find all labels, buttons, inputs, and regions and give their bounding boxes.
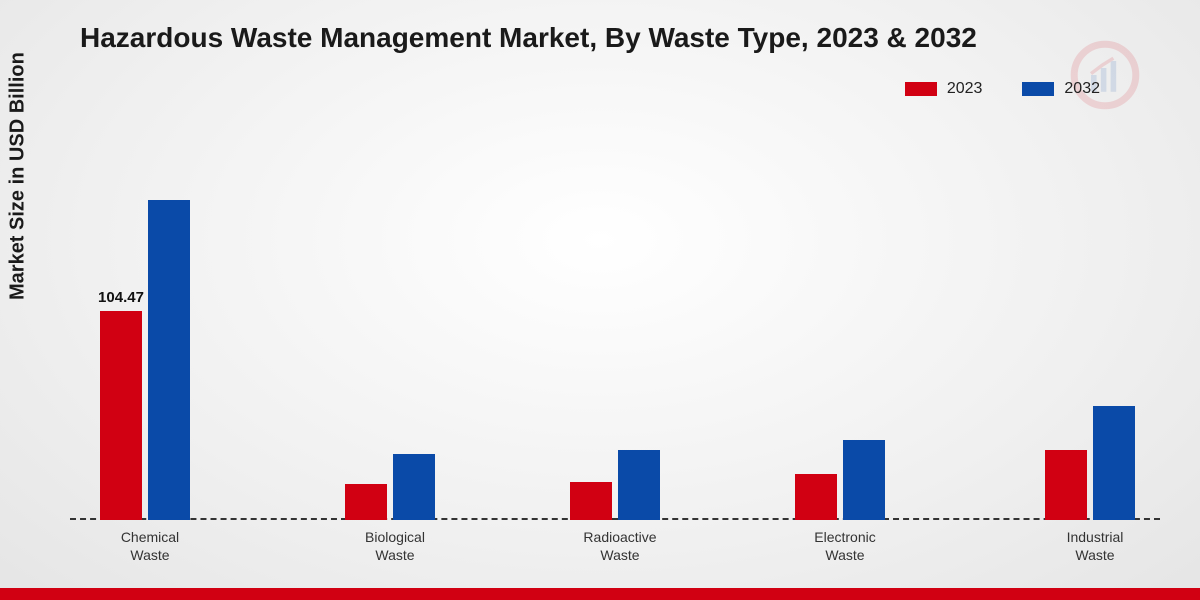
bottom-accent-bar xyxy=(0,588,1200,600)
y-axis-label: Market Size in USD Billion xyxy=(7,52,30,300)
category-label: BiologicalWaste xyxy=(315,528,475,564)
chart-title: Hazardous Waste Management Market, By Wa… xyxy=(80,22,977,54)
legend-swatch-2032 xyxy=(1022,82,1054,96)
legend-item-2023: 2023 xyxy=(905,80,983,98)
bar-group: ElectronicWaste xyxy=(795,440,895,520)
category-label: ElectronicWaste xyxy=(765,528,925,564)
bar xyxy=(570,482,612,520)
bar xyxy=(148,200,190,520)
watermark-logo xyxy=(1070,40,1140,110)
bar-group: 104.47ChemicalWaste xyxy=(100,200,200,520)
bar xyxy=(795,474,837,520)
plot-area: 104.47ChemicalWaste BiologicalWaste Radioa… xyxy=(70,120,1160,520)
bar xyxy=(345,484,387,520)
legend: 2023 2032 xyxy=(905,80,1100,98)
bar xyxy=(1093,406,1135,520)
category-label: IndustrialWaste xyxy=(1015,528,1175,564)
legend-item-2032: 2032 xyxy=(1022,80,1100,98)
bar-group: IndustrialWaste xyxy=(1045,406,1145,520)
bar-group: RadioactiveWaste xyxy=(570,450,670,520)
legend-label-2023: 2023 xyxy=(947,80,983,98)
legend-label-2032: 2032 xyxy=(1064,80,1100,98)
bar xyxy=(1045,450,1087,520)
bar xyxy=(843,440,885,520)
bar xyxy=(393,454,435,520)
category-label: RadioactiveWaste xyxy=(540,528,700,564)
bar-value-label: 104.47 xyxy=(98,289,144,306)
legend-swatch-2023 xyxy=(905,82,937,96)
bar: 104.47 xyxy=(100,311,142,520)
bar-group: BiologicalWaste xyxy=(345,454,445,520)
bar xyxy=(618,450,660,520)
category-label: ChemicalWaste xyxy=(70,528,230,564)
